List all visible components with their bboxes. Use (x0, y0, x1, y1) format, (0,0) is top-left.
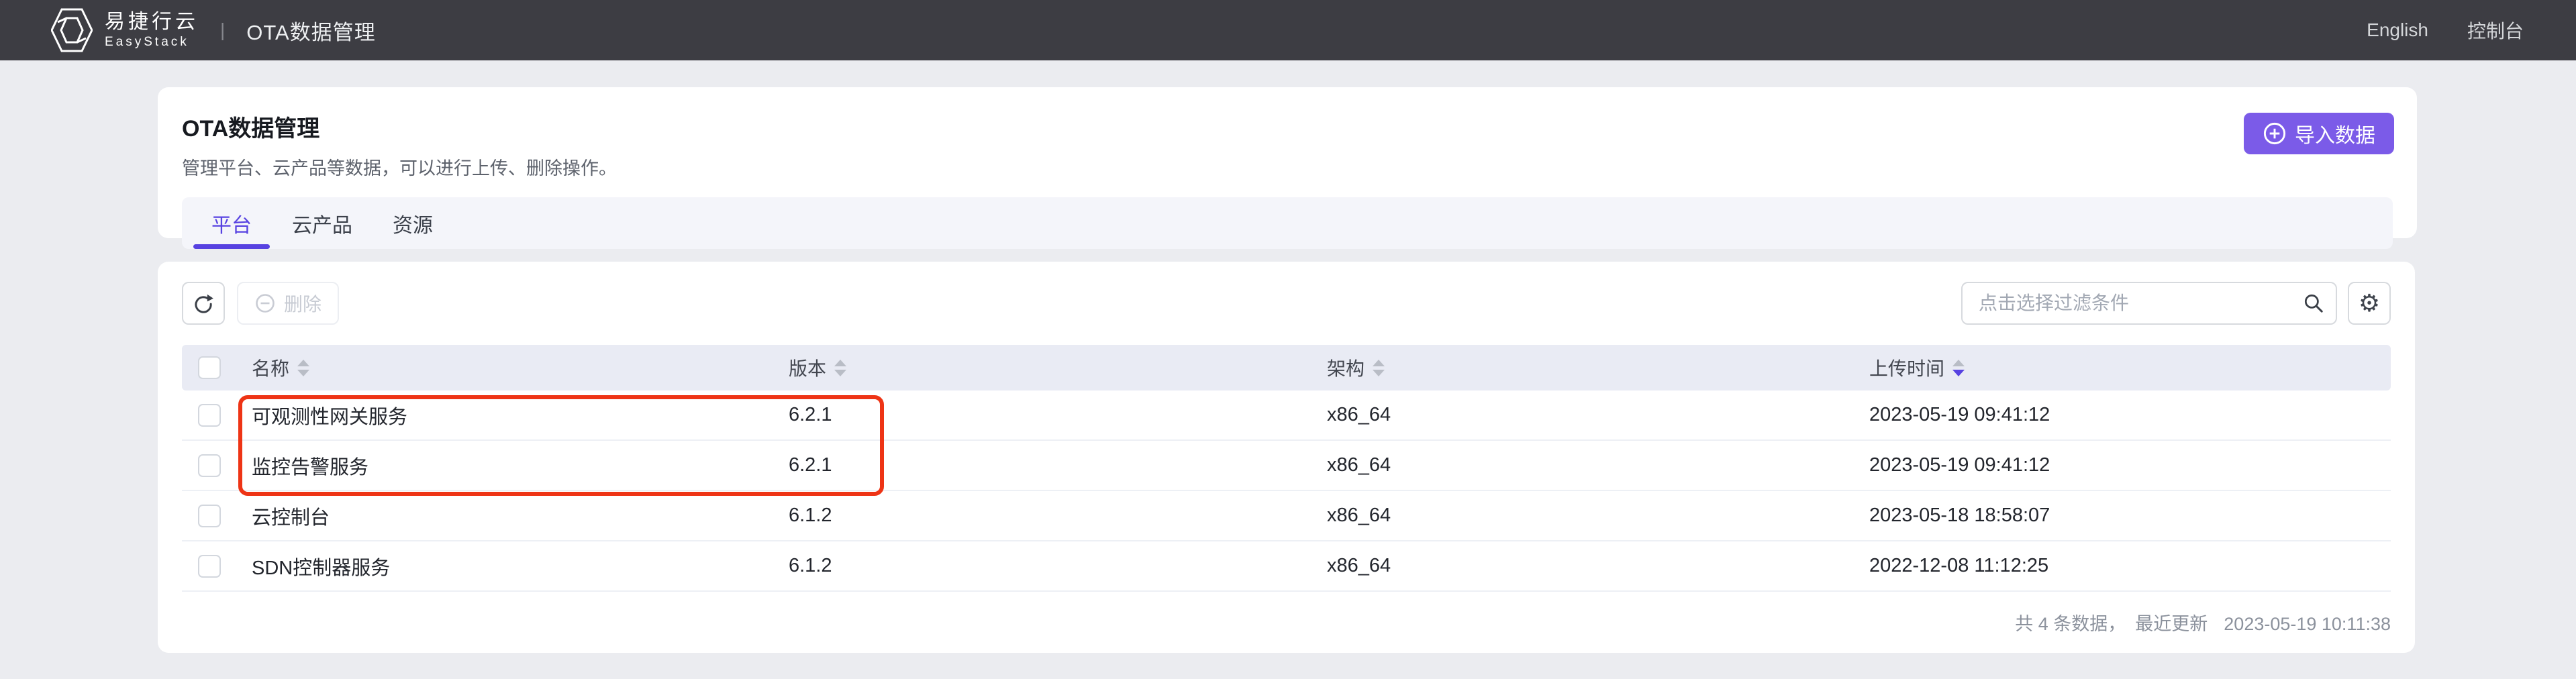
page-header-card: OTA数据管理 管理平台、云产品等数据，可以进行上传、删除操作。 导入数据 平台… (158, 87, 2417, 249)
refresh-icon (195, 294, 213, 313)
row-checkbox[interactable] (198, 554, 221, 578)
tab-platform[interactable]: 平台 (193, 197, 270, 249)
table-row[interactable]: SDN控制器服务 6.1.2 x86_64 2022-12-08 11:12:2… (182, 541, 2391, 592)
sort-control-name[interactable] (297, 359, 310, 376)
column-label-name: 名称 (252, 358, 290, 379)
brand[interactable]: 易捷行云 EasyStack (51, 7, 199, 53)
brand-name-en: EasyStack (105, 35, 189, 49)
cell-name: 云控制台 (252, 507, 330, 529)
last-updated-time: 2023-05-19 10:11:38 (2224, 614, 2391, 634)
tab-label: 平台 (211, 214, 252, 237)
topbar-divider: | (220, 19, 226, 40)
table-summary: 共 4 条数据， 最近更新 2023-05-19 10:11:38 (182, 609, 2391, 635)
cell-name: 监控告警服务 (252, 456, 369, 478)
column-label-upload-time: 上传时间 (1869, 358, 1945, 379)
console-link[interactable]: 控制台 (2467, 21, 2524, 42)
cell-upload-time: 2023-05-19 09:41:12 (1869, 404, 2050, 425)
language-switch-link[interactable]: English (2367, 19, 2428, 40)
easystack-logo-icon (51, 8, 93, 52)
tabs-bar: 平台 云产品 资源 (182, 197, 2393, 249)
filter-box (1961, 282, 2337, 325)
delete-button-label: 删除 (284, 294, 322, 315)
minus-circle-icon (256, 294, 275, 313)
import-data-button-label: 导入数据 (2295, 125, 2375, 147)
table-row[interactable]: 监控告警服务 6.2.1 x86_64 2023-05-19 09:41:12 (182, 441, 2391, 491)
header-checkbox-cell (182, 356, 252, 379)
settings-button[interactable]: ⚙ (2348, 282, 2391, 325)
plus-circle-icon (2263, 122, 2286, 145)
page-title: OTA数据管理 (182, 116, 320, 142)
row-checkbox[interactable] (198, 403, 221, 427)
brand-text: 易捷行云 EasyStack (105, 11, 199, 50)
delete-button[interactable]: 删除 (237, 282, 340, 325)
table-card: 删除 ⚙ 名称 版本 (158, 262, 2415, 653)
tab-label: 资源 (393, 214, 433, 237)
cell-arch: x86_64 (1327, 505, 1391, 526)
cell-upload-time: 2022-12-08 11:12:25 (1869, 555, 2049, 576)
sort-control-arch[interactable] (1373, 359, 1385, 376)
table-row[interactable]: 可观测性网关服务 6.2.1 x86_64 2023-05-19 09:41:1… (182, 390, 2391, 441)
cell-upload-time: 2023-05-19 09:41:12 (1869, 454, 2050, 476)
topbar-links: English 控制台 (2367, 17, 2524, 44)
topbar-app-title: OTA数据管理 (246, 20, 376, 44)
cell-version: 6.2.1 (789, 454, 832, 476)
cell-arch: x86_64 (1327, 454, 1391, 476)
sort-control-upload-time[interactable] (1952, 359, 1965, 376)
brand-name-cn: 易捷行云 (105, 11, 199, 33)
toolbar-right: ⚙ (1961, 282, 2391, 325)
cell-arch: x86_64 (1327, 555, 1391, 576)
refresh-button[interactable] (182, 282, 225, 325)
header-name: 名称 (252, 354, 789, 381)
topbar: 易捷行云 EasyStack | OTA数据管理 English 控制台 (0, 0, 2576, 60)
cell-version: 6.2.1 (789, 404, 832, 425)
cell-name: 可观测性网关服务 (252, 406, 408, 428)
cell-version: 6.1.2 (789, 505, 832, 526)
header-version: 版本 (789, 354, 1327, 381)
filter-input[interactable] (1961, 282, 2337, 325)
cell-version: 6.1.2 (789, 555, 832, 576)
row-count-text: 共 4 条数据， (2015, 614, 2126, 634)
cell-upload-time: 2023-05-18 18:58:07 (1869, 505, 2050, 526)
tab-resource[interactable]: 资源 (375, 197, 451, 249)
last-updated-label: 最近更新 (2135, 614, 2208, 634)
table-row[interactable]: 云控制台 6.1.2 x86_64 2023-05-18 18:58:07 (182, 491, 2391, 541)
row-checkbox[interactable] (198, 504, 221, 527)
column-label-version: 版本 (789, 358, 827, 379)
row-checkbox[interactable] (198, 454, 221, 477)
gear-icon: ⚙ (2358, 289, 2381, 317)
header-arch: 架构 (1327, 354, 1869, 381)
tab-cloud-product[interactable]: 云产品 (274, 197, 370, 249)
table-header-row: 名称 版本 架构 上传时间 (182, 345, 2391, 390)
select-all-checkbox[interactable] (198, 356, 221, 379)
search-icon[interactable] (2302, 292, 2325, 315)
page-subtitle: 管理平台、云产品等数据，可以进行上传、删除操作。 (182, 158, 617, 178)
cell-name: SDN控制器服务 (252, 557, 391, 579)
tab-label: 云产品 (292, 214, 352, 237)
sort-control-version[interactable] (834, 359, 847, 376)
header-upload-time: 上传时间 (1869, 354, 2391, 381)
toolbar: 删除 ⚙ (182, 282, 2391, 325)
column-label-arch: 架构 (1327, 358, 1365, 379)
cell-arch: x86_64 (1327, 404, 1391, 425)
import-data-button[interactable]: 导入数据 (2244, 113, 2394, 154)
